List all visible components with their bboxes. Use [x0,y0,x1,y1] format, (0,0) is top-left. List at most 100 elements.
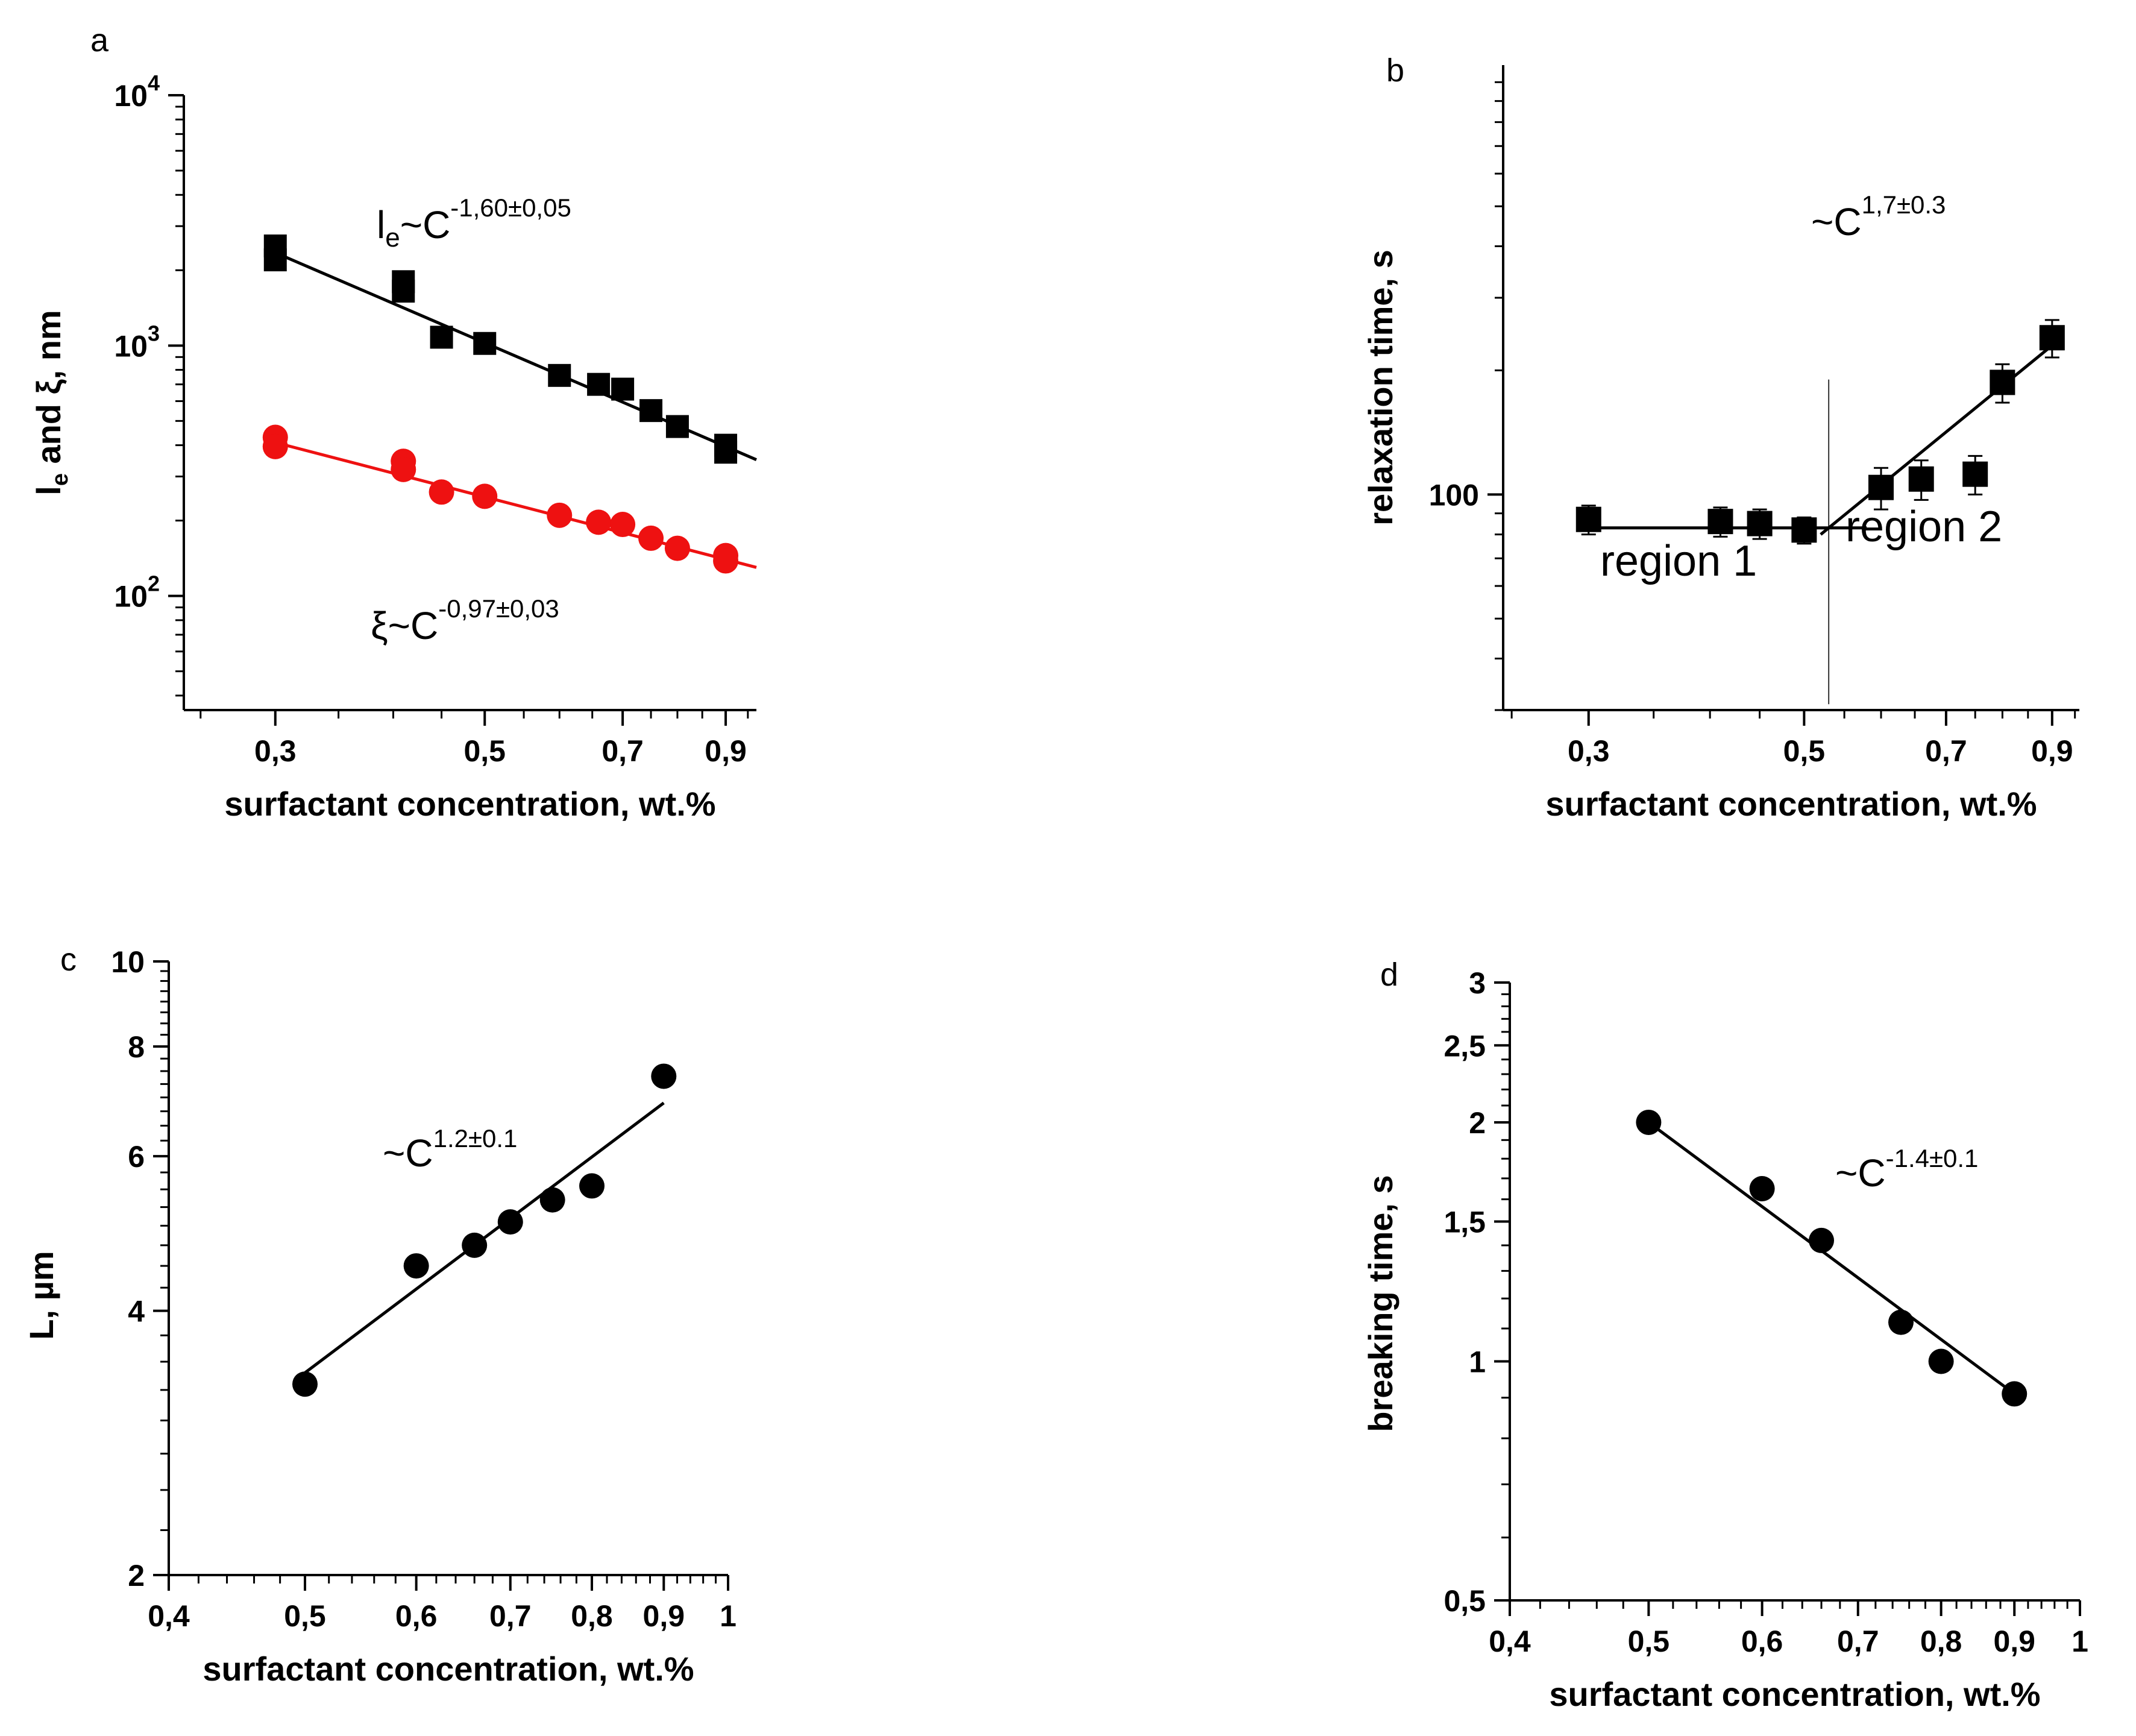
a-point-le [665,415,689,438]
d-y-tick-label: 1 [1469,1345,1486,1379]
a-point-le [263,248,287,272]
b-region-1-label: region 1 [1600,537,1757,585]
panel-a-letter: a [90,22,109,58]
d-x-tick-label: 0,6 [1741,1624,1783,1658]
a-point-xi [429,479,454,505]
a-x-tick-label: 0,5 [463,734,506,768]
d-x-tick-label: 0,8 [1920,1624,1962,1658]
c-point [462,1232,488,1258]
a-point-le [714,441,738,464]
c-point [292,1371,318,1397]
a-y-tick-label: 102 [114,571,160,614]
a-point-le [430,326,453,349]
d-point [1749,1176,1775,1202]
a-point-xi [262,433,288,459]
b-region-2-label: region 2 [1845,503,2002,551]
a-x-axis-label: surfactant concentration, wt.% [224,785,715,823]
c-x-tick-label: 0,4 [148,1599,190,1633]
a-annotation-xi: ξ~C-0,97±0,03 [371,594,559,647]
b-point [1575,506,1601,532]
d-fit-line [1647,1121,2015,1395]
b-point [1868,474,1894,500]
d-x-tick-label: 0,9 [1993,1624,2035,1658]
c-annotation: ~C1.2±0.1 [383,1124,517,1175]
b-x-tick-label: 0,3 [1568,734,1610,768]
c-x-tick-label: 0,9 [643,1599,685,1633]
d-x-tick-label: 0,7 [1837,1624,1879,1658]
panel-b: b 0,3 0,5 0,7 0,9 100 surfactant concentration… [1362,52,2079,823]
d-y-tick-label: 2 [1469,1106,1486,1140]
c-y-tick-label: 4 [128,1295,145,1329]
a-point-le [587,373,611,396]
c-point [497,1209,523,1235]
b-point [1962,461,1988,487]
d-x-tick-label: 1 [2072,1624,2088,1658]
b-x-axis-label: surfactant concentration, wt.% [1545,785,2037,823]
b-x-tick-label: 0,9 [2031,734,2073,768]
b-x-tick-label: 0,7 [1925,734,1967,768]
panel-d: d0,4 0,5 0,6 0,7 0,8 0,9 10,511,522,53surfacta… [1362,957,2088,1713]
c-point [403,1253,429,1279]
d-y-tick-label: 1,5 [1443,1206,1486,1239]
d-point [1888,1309,1914,1335]
b-annotation: ~C1,7±0.3 [1811,190,1946,244]
a-point-xi [391,456,416,482]
b-x-tick-label: 0,5 [1783,734,1826,768]
a-point-xi [713,548,739,574]
b-point [1707,509,1733,535]
a-point-xi [664,535,690,561]
c-x-axis-label: surfactant concentration, wt.% [203,1650,694,1688]
a-x-tick-label: 0,3 [254,734,297,768]
panel-c-letter: c [60,942,77,978]
d-y-tick-label: 2,5 [1443,1029,1486,1063]
a-point-le [548,363,571,387]
a-point-le [473,332,497,355]
d-x-tick-label: 0,5 [1628,1624,1670,1658]
b-point [1908,466,1934,492]
a-point-le [639,399,663,423]
a-x-tick-label: 0,9 [705,734,747,768]
b-point [1791,517,1817,543]
c-x-tick-label: 0,6 [395,1599,438,1633]
c-x-tick-label: 0,5 [284,1599,326,1633]
panel-c: c 0,4 0,5 0,6 0,7 0,8 0,9 1 2 4 6 8 10 surfactant con… [22,942,737,1688]
a-y-tick-label: 104 [114,71,160,113]
d-point [1928,1348,1954,1374]
c-point [651,1063,677,1089]
d-y-tick-label: 3 [1469,966,1486,1000]
c-x-tick-label: 0,8 [571,1599,613,1633]
a-point-xi [472,483,498,509]
c-y-axis-label: L, µm [22,1251,60,1339]
panel-b-letter: b [1386,52,1404,89]
d-annotation: ~C-1.4±0.1 [1835,1144,1978,1195]
a-y-axis-label: le and ξ, nm [30,310,73,495]
c-y-tick-label: 10 [111,945,145,979]
c-x-tick-label: 0,7 [489,1599,532,1633]
d-point [1636,1109,1662,1135]
b-point [2039,325,2065,351]
d-y-axis-label: breaking time, s [1362,1175,1399,1432]
c-point [539,1187,565,1213]
c-y-tick-label: 8 [128,1030,145,1064]
c-y-tick-label: 6 [128,1140,145,1174]
d-point [1809,1227,1835,1253]
b-y-tick-label: 100 [1429,478,1479,512]
a-point-xi [586,509,612,535]
a-annotation-le: le~C-1,60±0,05 [377,193,571,253]
a-point-le [611,377,635,401]
b-point [1990,370,2015,395]
d-y-tick-label: 0,5 [1443,1584,1486,1618]
panel-a: a 0,3 0,5 0,7 0,9 102 103 104 surfactant concent… [30,22,757,823]
b-point [1747,511,1773,536]
a-y-tick-label: 103 [114,321,160,363]
b-y-axis-label: relaxation time, s [1362,250,1399,526]
c-point [579,1173,605,1199]
d-x-axis-label: surfactant concentration, wt.% [1549,1675,2040,1713]
c-y-tick-label: 2 [128,1559,145,1593]
a-point-xi [547,502,573,528]
a-point-le [392,279,415,303]
d-point [2002,1381,2028,1407]
c-x-tick-label: 1 [720,1599,737,1633]
a-point-xi [638,525,664,551]
